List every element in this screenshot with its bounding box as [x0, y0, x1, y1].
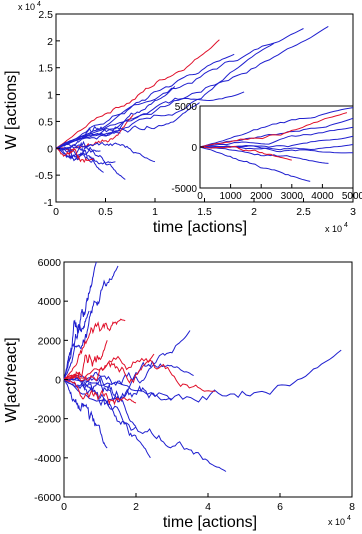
bottom-series-red-12	[63, 340, 108, 381]
top-x-tick-label: 0	[53, 206, 59, 218]
bottom-series-blue-10	[63, 376, 137, 427]
bottom-x-exponent-power: 4	[347, 515, 351, 522]
top-series-blue-9	[55, 125, 121, 149]
top-y-tick-label: 1	[47, 90, 53, 102]
bottom-series-red-11	[63, 318, 126, 380]
top-series-blue-1	[55, 28, 304, 149]
bottom-series-blue-4	[63, 349, 342, 403]
top-series-blue-5	[55, 86, 176, 149]
bottom-series-blue-0	[63, 261, 97, 380]
inset-x-tick-label: 3000	[281, 191, 304, 202]
top-series-blue-2	[55, 43, 275, 149]
inset-series-blue-2	[199, 126, 354, 148]
inset-series-group	[199, 107, 354, 182]
top-y-exponent-power: 4	[37, 1, 41, 8]
inset-y-ticks: -5000 0 5000	[171, 102, 204, 195]
inset-series-red-8	[199, 112, 348, 148]
top-x-tick-label: 0.5	[98, 206, 113, 218]
top-y-tick-label: -1	[44, 197, 53, 209]
bottom-x-axis-label: time [actions]	[163, 514, 257, 531]
bottom-x-tick-label: 2	[133, 501, 139, 513]
inset-series-blue-0	[199, 107, 354, 148]
top-series-red-3	[55, 39, 220, 149]
top-series-red-16	[55, 147, 94, 164]
bottom-x-tick-label: 0	[61, 501, 67, 513]
inset-y-tick-label: 5000	[175, 102, 198, 113]
top-x-exponent: x 10	[325, 224, 342, 234]
top-x-exponent-power: 4	[344, 222, 348, 229]
inset-x-tick-label: 5000	[342, 191, 362, 202]
bottom-y-tick-label: 0	[55, 375, 61, 387]
top-x-tick-label: 3	[350, 206, 356, 218]
bottom-series-group	[63, 261, 342, 472]
inset-series-blue-5	[200, 146, 354, 154]
bottom-series-blue-6	[63, 371, 173, 403]
top-x-tick-label: 2	[251, 206, 257, 218]
top-y-tick-label: 0	[47, 143, 53, 155]
bottom-x-tick-label: 8	[349, 501, 355, 513]
inset-y-tick-label: 0	[191, 143, 197, 154]
bottom-x-ticks: 0 2 4 6 8	[61, 493, 355, 513]
top-y-tick-label: 1.5	[38, 63, 53, 75]
inset-series-red-9	[199, 145, 292, 161]
inset-x-tick-label: 1000	[219, 191, 242, 202]
bottom-series-blue-2	[63, 310, 90, 380]
bottom-x-tick-label: 4	[205, 501, 211, 513]
bottom-y-tick-label: 2000	[38, 335, 62, 347]
top-x-tick-label: 1.5	[197, 206, 212, 218]
inset-x-tick-label: 4000	[311, 191, 334, 202]
inset-series-blue-4	[200, 144, 354, 151]
bottom-series-blue-5	[63, 363, 194, 387]
top-y-tick-label: 0.5	[38, 116, 53, 128]
top-series-blue-4	[55, 53, 235, 149]
inset-x-tick-label: 0	[197, 191, 203, 202]
bottom-y-tick-label: -2000	[34, 414, 61, 426]
bottom-series-blue-7	[63, 379, 227, 472]
top-y-tick-label: -0.5	[35, 170, 53, 182]
top-series-blue-15	[55, 141, 156, 163]
inset-x-ticks: 0 1000 2000 3000 4000 5000	[197, 184, 362, 202]
bottom-x-tick-label: 6	[277, 501, 283, 513]
top-y-exponent: x 10	[18, 2, 35, 12]
bottom-x-exponent: x 10	[328, 517, 345, 527]
inset-series-blue-7	[199, 146, 311, 182]
inset-series-blue-6	[199, 146, 329, 164]
top-x-tick-label: 2.5	[296, 206, 311, 218]
top-series-blue-0	[55, 25, 329, 149]
bottom-y-tick-label: 4000	[38, 296, 62, 308]
bottom-y-tick-label: -6000	[34, 492, 61, 504]
bottom-series-blue-1	[63, 265, 119, 380]
top-x-ticks: 0 0.5 1 1.5 2 2.5 3	[53, 198, 356, 218]
bottom-y-tick-label: 6000	[38, 257, 62, 269]
top-series-blue-14	[55, 147, 126, 180]
bottom-y-tick-label: -4000	[34, 453, 61, 465]
top-y-tick-label: 2.5	[38, 9, 53, 21]
bottom-series-red-14	[63, 355, 216, 392]
top-y-axis-label: W [actions]	[3, 70, 20, 149]
top-x-axis-label: time [actions]	[153, 219, 247, 236]
top-series-blue-8	[55, 91, 245, 149]
bottom-series-blue-8	[63, 379, 151, 459]
bottom-y-ticks: -6000 -4000 -2000 0 2000 4000 6000	[34, 257, 68, 504]
top-chart: 0 0.5 1 1.5 2 2.5 3 -1-0.500.511.522.5 x 10 4 …	[3, 1, 362, 236]
top-y-tick-label: 2	[47, 36, 53, 48]
inset-y-tick-label: -5000	[171, 184, 197, 195]
top-y-ticks: -1 -0.5 0 0.5 1 1.5 2 2.5	[35, 9, 60, 209]
top-series-group	[55, 25, 329, 180]
bottom-series-blue-9	[63, 379, 108, 449]
inset-x-tick-label: 2000	[250, 191, 273, 202]
bottom-series-red-15	[63, 379, 137, 406]
bottom-y-axis-label: W[act/react]	[3, 337, 20, 422]
top-x-tick-label: 1	[152, 206, 158, 218]
